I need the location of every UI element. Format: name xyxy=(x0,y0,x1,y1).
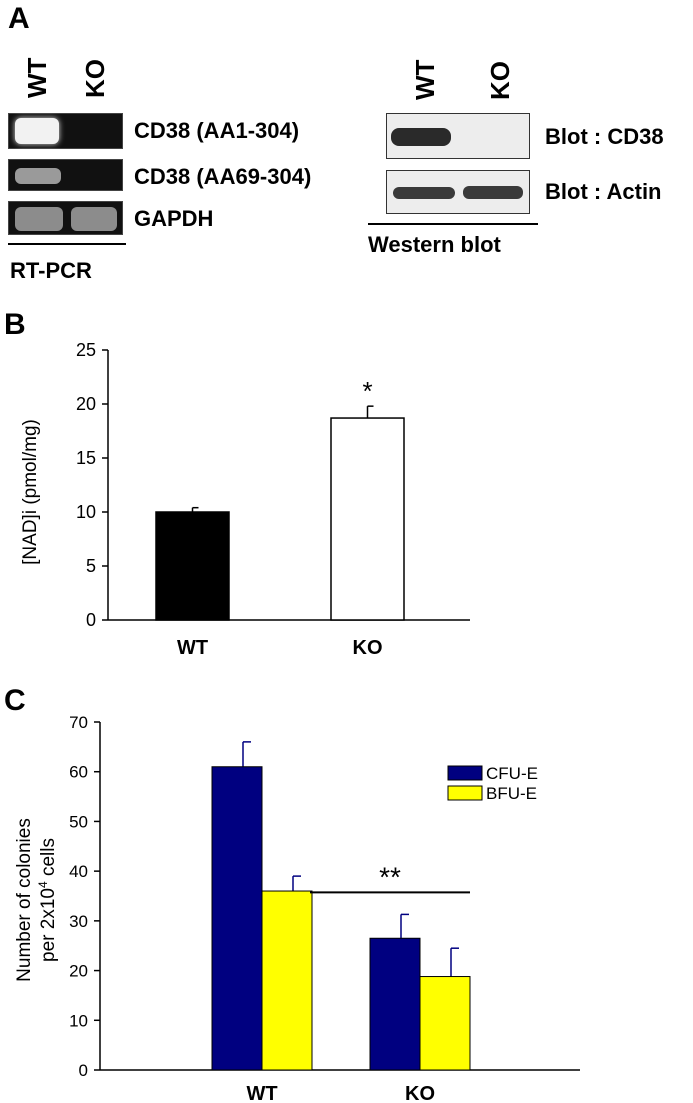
nad-bar-wt xyxy=(155,511,230,621)
rtpcr-band-wt-2 xyxy=(15,168,61,184)
nad-x-tick-label: WT xyxy=(177,637,208,659)
colonies-y-tick-label: 20 xyxy=(69,962,88,981)
panel-c-letter: C xyxy=(4,684,26,717)
western-band-cd38-wt xyxy=(391,128,451,146)
nad-y-axis-label: [NAD]i (pmol/mg) xyxy=(20,419,41,565)
colonies-legend-label-bfu-e: BFU-E xyxy=(486,784,537,803)
nad-bar-chart: [NAD]i (pmol/mg) 0 5 10 15 20 25 WT KO * xyxy=(20,340,470,659)
nad-y-tick-label: 0 xyxy=(86,610,96,630)
colonies-legend-swatch-cfu-e xyxy=(447,765,483,781)
colonies-bar-ko-bfu-e xyxy=(419,976,471,1071)
colonies-y-tick-label: 0 xyxy=(79,1061,88,1080)
western-row-label-actin: Blot : Actin xyxy=(545,179,662,204)
panel-b-letter: B xyxy=(4,308,26,341)
western-band-actin-ko xyxy=(463,186,523,199)
nad-y-tick-label: 5 xyxy=(86,556,96,576)
western-blot-row-actin xyxy=(386,170,530,214)
colonies-x-tick-label: WT xyxy=(246,1083,277,1103)
rtpcr-caption: RT-PCR xyxy=(10,258,92,283)
colonies-y-tick-label: 40 xyxy=(69,862,88,881)
colonies-y-tick-label: 30 xyxy=(69,912,88,931)
colonies-y-tick-label: 50 xyxy=(69,812,88,831)
rtpcr-lane-label-wt: WT xyxy=(22,57,52,98)
rtpcr-row-label-1: CD38 (AA1-304) xyxy=(134,118,300,143)
western-blot-row-cd38 xyxy=(386,113,530,159)
nad-y-tick-label: 20 xyxy=(76,394,96,414)
colonies-y-axis-label-line1: Number of colonies xyxy=(14,818,35,982)
rtpcr-band-ko-3 xyxy=(71,207,117,231)
colonies-legend-swatch-bfu-e xyxy=(447,785,483,801)
nad-y-tick-label: 15 xyxy=(76,448,96,468)
rtpcr-lane-label-ko: KO xyxy=(80,59,110,98)
rtpcr-row-label-2: CD38 (AA69-304) xyxy=(134,164,312,189)
rtpcr-gel-row-3 xyxy=(8,201,123,235)
colonies-y-tick-label: 70 xyxy=(69,713,88,732)
rtpcr-band-wt-3 xyxy=(15,207,63,231)
colonies-bar-wt-bfu-e xyxy=(261,890,313,1071)
western-caption: Western blot xyxy=(368,232,501,257)
rtpcr-gel-row-1 xyxy=(8,113,123,149)
rtpcr-row-label-3: GAPDH xyxy=(134,206,214,231)
colonies-significance-marker: ** xyxy=(379,861,401,892)
western-band-actin-wt xyxy=(393,187,455,199)
western-lane-label-wt: WT xyxy=(410,59,440,100)
colonies-y-tick-label: 60 xyxy=(69,763,88,782)
colonies-x-tick-label: KO xyxy=(405,1083,435,1103)
western-row-label-cd38: Blot : CD38 xyxy=(545,124,664,149)
rtpcr-gel-row-2 xyxy=(8,159,123,191)
rtpcr-band-wt-1 xyxy=(15,118,59,144)
nad-y-tick-label: 10 xyxy=(76,502,96,522)
nad-bar-ko xyxy=(330,417,405,621)
panel-a-letter: A xyxy=(8,2,30,35)
nad-x-tick-label: KO xyxy=(353,637,383,659)
rtpcr-underline xyxy=(8,243,126,245)
colonies-legend-label-cfu-e: CFU-E xyxy=(486,764,538,783)
colonies-y-axis-label-line2: per 2x104 cells xyxy=(36,838,59,962)
colonies-y-tick-label: 10 xyxy=(69,1011,88,1030)
nad-y-tick-label: 25 xyxy=(76,340,96,360)
western-lane-label-ko: KO xyxy=(485,61,515,100)
colonies-bar-chart: Number of colonies per 2x104 cells 0 10 20… xyxy=(14,713,580,1103)
western-underline xyxy=(368,223,538,225)
colonies-bar-wt-cfu-e xyxy=(211,766,263,1071)
colonies-bar-ko-cfu-e xyxy=(369,937,421,1071)
nad-significance-marker: * xyxy=(362,376,372,406)
